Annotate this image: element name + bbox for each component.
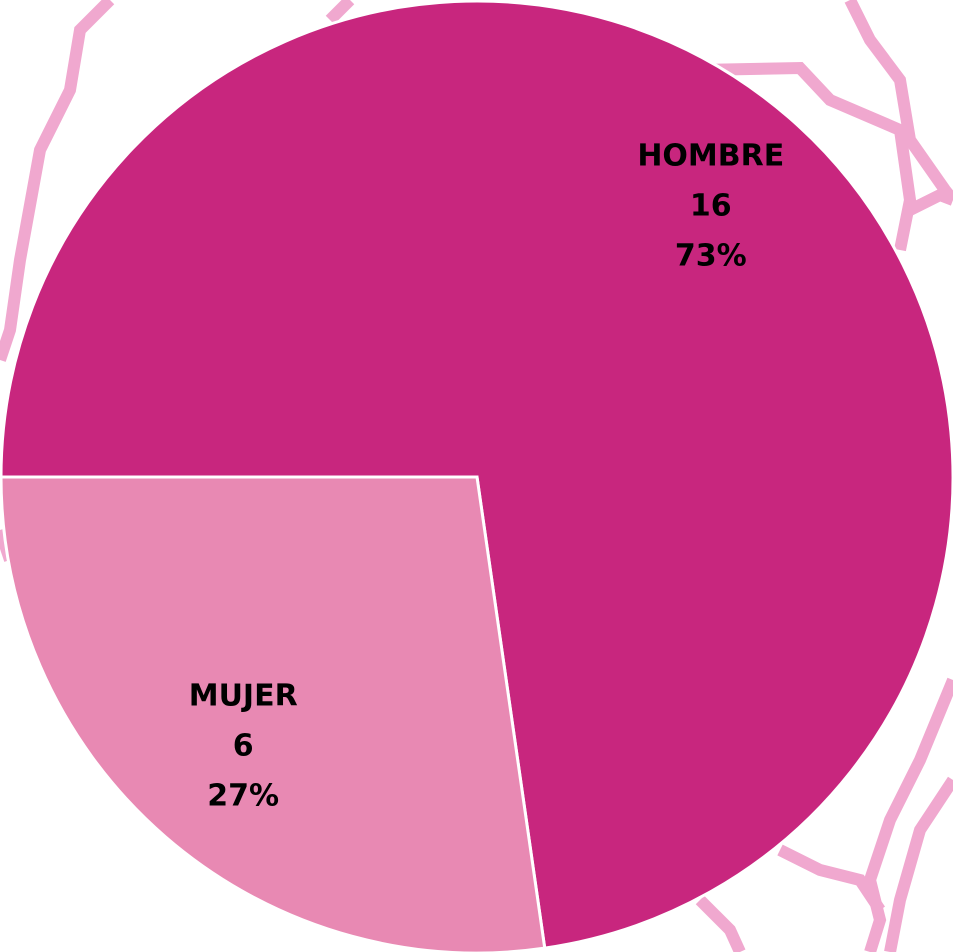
chart: HOMBRE 16 73% MUJER 6 27% — [0, 0, 953, 952]
category-label: HOMBRE — [637, 139, 784, 174]
pie-slice — [1, 477, 545, 952]
value-label: 6 — [233, 728, 254, 763]
value-label: 16 — [690, 189, 732, 224]
percent-label: 73% — [675, 239, 747, 274]
percent-label: 27% — [207, 778, 279, 813]
category-label: MUJER — [189, 678, 298, 713]
